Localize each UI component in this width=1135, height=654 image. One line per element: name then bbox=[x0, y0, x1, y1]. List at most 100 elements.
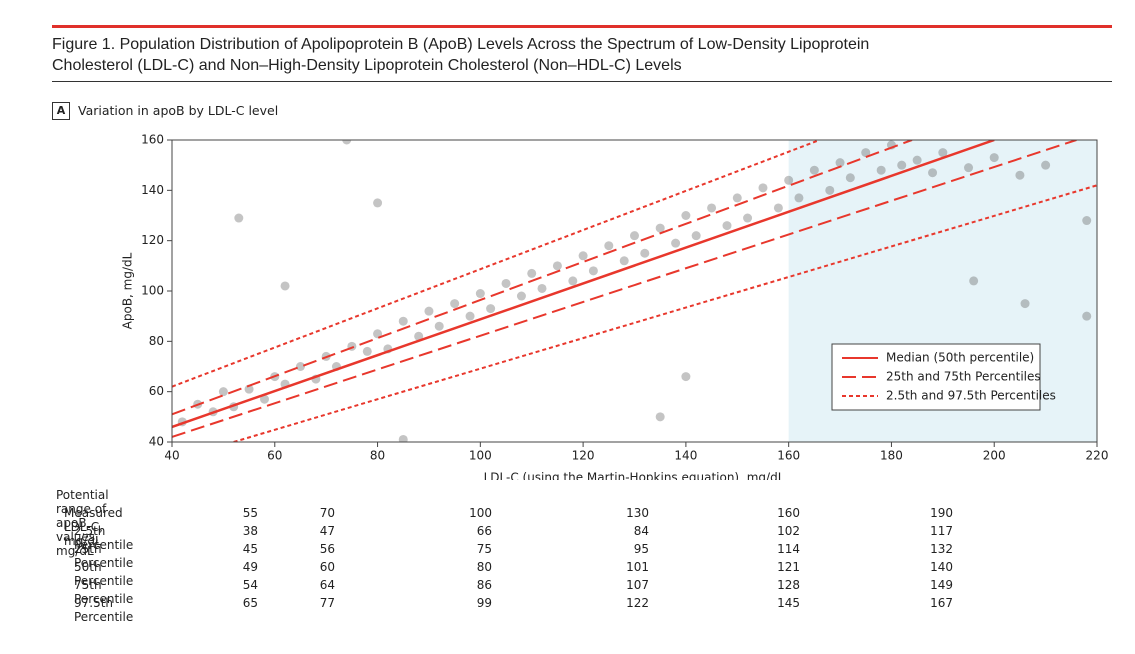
point bbox=[244, 384, 254, 394]
point bbox=[604, 241, 614, 251]
point bbox=[784, 175, 794, 185]
percentile-line bbox=[172, 140, 995, 429]
row-label: 25th Percentile bbox=[74, 542, 134, 570]
point bbox=[342, 140, 352, 145]
percentile-line bbox=[172, 140, 820, 388]
point bbox=[773, 203, 783, 213]
chart: LDL-C (using the Martin-Hopkins equation… bbox=[121, 133, 1109, 481]
point bbox=[434, 321, 444, 331]
point bbox=[707, 203, 717, 213]
point bbox=[619, 256, 629, 266]
x-tick-label: 200 bbox=[983, 449, 1006, 463]
point bbox=[578, 251, 588, 261]
point bbox=[743, 213, 753, 223]
point bbox=[1082, 311, 1092, 321]
point bbox=[501, 278, 511, 288]
point bbox=[414, 331, 424, 341]
point bbox=[218, 387, 228, 397]
percentile-line bbox=[172, 140, 913, 416]
cell: 130 bbox=[626, 506, 649, 520]
legend-label: 25th and 75th Percentiles bbox=[886, 370, 1041, 384]
cell: 75 bbox=[476, 542, 492, 556]
cell: 122 bbox=[626, 596, 649, 610]
y-axis-label: ApoB, mg/dL bbox=[121, 252, 135, 329]
y-tick-label: 160 bbox=[141, 133, 164, 147]
cell: 102 bbox=[777, 524, 800, 538]
top-rule bbox=[52, 25, 1112, 28]
point bbox=[964, 163, 974, 173]
cell: 107 bbox=[626, 578, 649, 592]
point bbox=[280, 281, 290, 291]
cell: 49 bbox=[242, 560, 258, 574]
cell: 54 bbox=[242, 578, 258, 592]
point bbox=[588, 266, 598, 276]
point bbox=[876, 165, 886, 175]
cell: 84 bbox=[633, 524, 649, 538]
point bbox=[845, 173, 855, 183]
y-tick-label: 80 bbox=[149, 334, 164, 348]
legend-label: 2.5th and 97.5th Percentiles bbox=[886, 389, 1056, 403]
point bbox=[398, 316, 408, 326]
point bbox=[568, 276, 578, 286]
cell: 121 bbox=[777, 560, 800, 574]
cell: 149 bbox=[930, 578, 953, 592]
x-axis-label: LDL-C (using the Martin-Hopkins equation… bbox=[484, 471, 785, 481]
title-rule bbox=[52, 81, 1112, 82]
point bbox=[681, 372, 691, 382]
x-tick-label: 220 bbox=[1086, 449, 1109, 463]
y-tick-label: 120 bbox=[141, 233, 164, 247]
point bbox=[794, 193, 804, 203]
point bbox=[260, 394, 269, 404]
point bbox=[969, 276, 979, 286]
point bbox=[373, 329, 383, 339]
cell: 100 bbox=[469, 506, 492, 520]
point bbox=[373, 198, 383, 208]
cell: 47 bbox=[319, 524, 335, 538]
point bbox=[362, 346, 372, 356]
cell: 45 bbox=[242, 542, 258, 556]
figure-title: Figure 1. Population Distribution of Apo… bbox=[52, 36, 870, 74]
point bbox=[234, 213, 244, 223]
point bbox=[732, 193, 742, 203]
point bbox=[758, 183, 768, 193]
point bbox=[655, 223, 665, 233]
point bbox=[295, 362, 305, 371]
point bbox=[537, 283, 547, 293]
point bbox=[475, 289, 485, 299]
cell: 145 bbox=[777, 596, 800, 610]
point bbox=[1041, 160, 1051, 170]
point bbox=[938, 148, 948, 158]
x-tick-label: 140 bbox=[674, 449, 697, 463]
point bbox=[861, 148, 871, 158]
cell: 56 bbox=[319, 542, 335, 556]
x-tick-label: 40 bbox=[164, 449, 179, 463]
cell: 66 bbox=[476, 524, 492, 538]
cell: 99 bbox=[476, 596, 492, 610]
point bbox=[912, 155, 922, 165]
y-tick-label: 40 bbox=[149, 435, 164, 449]
cell: 60 bbox=[319, 560, 335, 574]
cell: 160 bbox=[777, 506, 800, 520]
x-tick-label: 160 bbox=[777, 449, 800, 463]
point bbox=[398, 434, 408, 442]
point bbox=[671, 238, 681, 248]
cell: 114 bbox=[777, 542, 800, 556]
cell: 140 bbox=[930, 560, 953, 574]
cell: 86 bbox=[476, 578, 492, 592]
row-label: 2.5th Percentile bbox=[74, 524, 134, 552]
cell: 80 bbox=[476, 560, 492, 574]
cell: 117 bbox=[930, 524, 953, 538]
cell: 95 bbox=[633, 542, 649, 556]
cell: 65 bbox=[242, 596, 258, 610]
point bbox=[527, 268, 537, 278]
cell: 70 bbox=[319, 506, 335, 520]
cell: 132 bbox=[930, 542, 953, 556]
percentile-line bbox=[172, 140, 1077, 438]
row-label: 97.5th Percentile bbox=[74, 596, 134, 624]
point bbox=[450, 299, 460, 309]
point bbox=[640, 248, 650, 258]
x-tick-label: 180 bbox=[880, 449, 903, 463]
point bbox=[809, 165, 819, 175]
cell: 64 bbox=[319, 578, 335, 592]
